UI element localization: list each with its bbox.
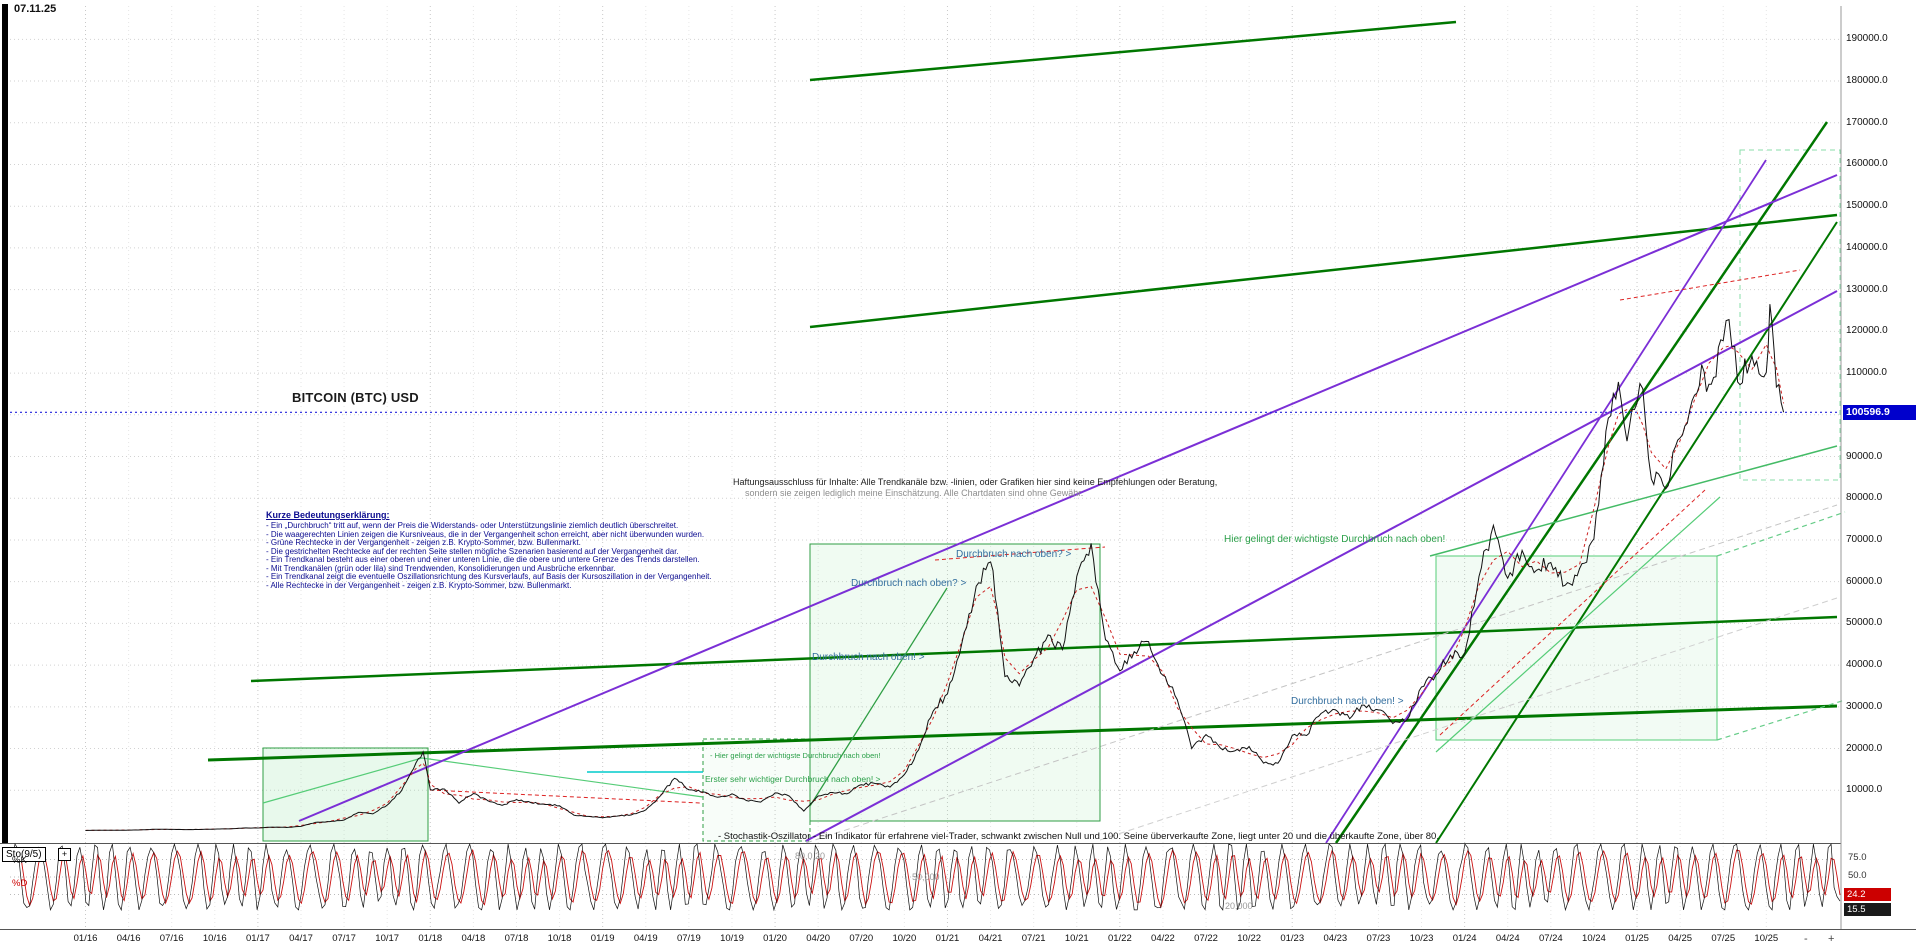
trendline <box>1325 159 1767 844</box>
trendline <box>1435 496 1721 753</box>
trendline <box>934 546 1106 561</box>
trend-box <box>809 543 1101 822</box>
trendline <box>262 757 423 804</box>
zoom-in-button[interactable]: + <box>1828 933 1835 945</box>
trendline <box>805 504 1838 844</box>
trendline <box>1334 121 1829 844</box>
oscillator-k-line <box>11 842 1841 912</box>
price-line <box>85 304 1785 831</box>
indicator-button[interactable]: Sto(9/5) <box>2 847 46 862</box>
trendline <box>809 587 948 807</box>
trendline <box>207 704 1838 762</box>
trendline <box>1716 699 1846 741</box>
trendline <box>250 615 1838 683</box>
trend-box <box>702 738 811 842</box>
indicator-add-icon[interactable]: + <box>58 848 71 861</box>
trend-box <box>1739 149 1841 481</box>
trendline <box>809 20 1457 82</box>
oscillator-d-line <box>11 848 1841 909</box>
trendline <box>1716 511 1846 557</box>
trendline <box>429 789 701 804</box>
zoom-out-button[interactable]: - <box>1804 933 1808 945</box>
trendline <box>805 290 1838 842</box>
trendline <box>1429 445 1838 557</box>
trendline <box>1619 269 1801 301</box>
trendline <box>298 174 1838 822</box>
trendline <box>809 213 1838 329</box>
trendline <box>1435 221 1838 844</box>
trendline <box>421 757 704 798</box>
